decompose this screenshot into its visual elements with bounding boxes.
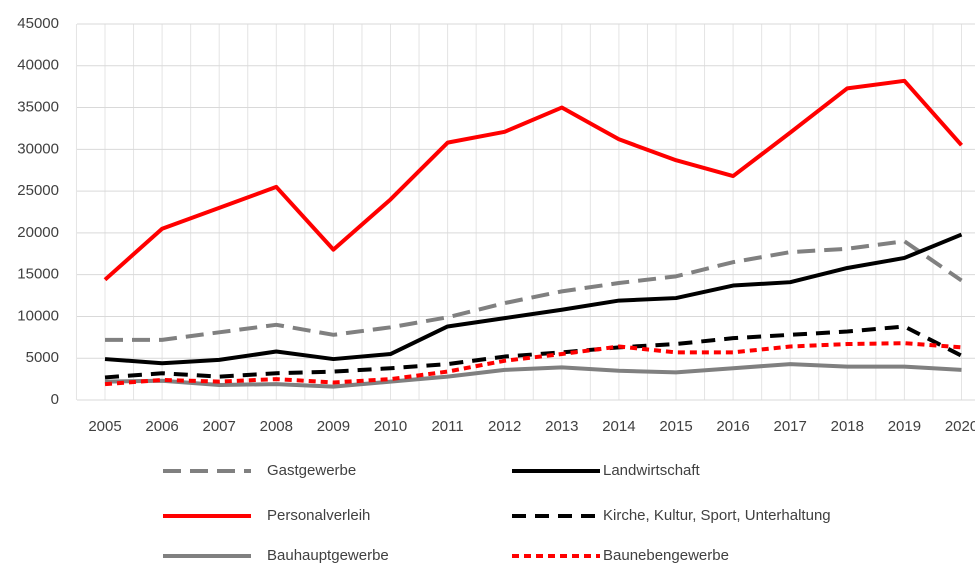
series-line (103, 78, 963, 282)
series-line (104, 362, 962, 389)
x-tick-label: 2020 (945, 418, 975, 435)
y-tick-label: 40000 (17, 57, 59, 74)
x-tick-label: 2015 (659, 418, 692, 435)
legend-label: Kirche, Kultur, Sport, Unterhaltung (603, 507, 831, 524)
x-tick-label: 2008 (260, 418, 293, 435)
legend-label: Personalverleih (267, 507, 370, 524)
y-tick-label: 30000 (17, 140, 59, 157)
legend-label: Landwirtschaft (603, 462, 701, 479)
x-tick-label: 2007 (203, 418, 236, 435)
legend-label: Bauhauptgewerbe (267, 547, 389, 564)
y-tick-label: 5000 (26, 349, 59, 366)
x-tick-label: 2009 (317, 418, 350, 435)
y-tick-label: 25000 (17, 182, 59, 199)
y-tick-label: 10000 (17, 307, 59, 324)
y-tick-label: 45000 (17, 15, 59, 32)
y-tick-label: 15000 (17, 266, 59, 283)
legend-label: Baunebengewerbe (603, 547, 729, 564)
y-tick-label: 35000 (17, 99, 59, 116)
x-tick-label: 2011 (431, 418, 463, 435)
series-line (104, 324, 963, 380)
x-tick-label: 2016 (716, 418, 749, 435)
legend-label: Gastgewerbe (267, 462, 356, 479)
x-tick-label: 2014 (602, 418, 635, 435)
x-tick-label: 2005 (88, 418, 121, 435)
series-line (105, 239, 963, 342)
y-tick-label: 0 (51, 391, 59, 408)
x-tick-label: 2006 (145, 418, 178, 435)
x-tick-label: 2013 (545, 418, 578, 435)
series-line (104, 232, 963, 366)
x-tick-label: 2017 (774, 418, 807, 435)
x-tick-label: 2018 (831, 418, 864, 435)
x-tick-label: 2010 (374, 418, 407, 435)
y-tick-label: 20000 (17, 224, 59, 241)
x-tick-label: 2019 (888, 418, 921, 435)
x-tick-label: 2012 (488, 418, 521, 435)
